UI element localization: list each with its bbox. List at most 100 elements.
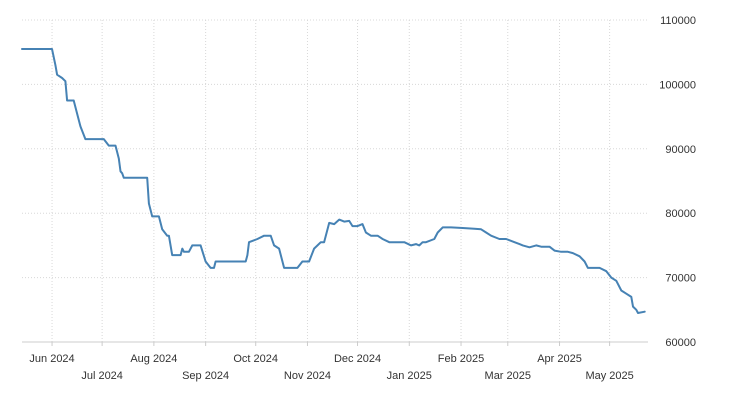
data-point xyxy=(21,48,23,50)
data-point xyxy=(351,225,354,227)
data-point xyxy=(644,311,646,313)
data-point xyxy=(620,289,622,292)
data-point xyxy=(200,244,202,246)
data-point xyxy=(146,177,148,179)
y-axis: 60000 70000 80000 90000 100000 110000 xyxy=(659,15,696,349)
data-point xyxy=(118,157,120,160)
y-tick-label: 80000 xyxy=(665,208,696,220)
data-point xyxy=(433,238,435,240)
x-tick-label: Mar 2025 xyxy=(485,370,531,382)
data-point xyxy=(403,241,405,243)
data-point xyxy=(323,241,325,243)
data-point xyxy=(188,251,190,253)
data-point xyxy=(610,277,612,279)
data-point xyxy=(473,228,475,230)
data-point xyxy=(442,226,444,228)
x-tick-label: Apr 2025 xyxy=(537,353,582,365)
data-point xyxy=(64,80,66,82)
data-point xyxy=(151,215,153,217)
series-layer xyxy=(21,48,646,314)
y-tick-label: 110000 xyxy=(660,15,696,27)
data-point xyxy=(522,244,524,246)
x-tick-label: Jul 2024 xyxy=(81,370,123,382)
data-point xyxy=(584,260,586,263)
data-point xyxy=(410,244,412,246)
data-point xyxy=(579,255,581,257)
data-point xyxy=(245,260,247,263)
data-point xyxy=(171,254,173,256)
data-point xyxy=(490,235,492,237)
data-point xyxy=(161,228,163,230)
data-point xyxy=(248,241,250,243)
y-tick-label: 100000 xyxy=(659,79,696,91)
data-point xyxy=(605,270,607,272)
data-point xyxy=(480,228,482,230)
data-point xyxy=(348,220,350,222)
data-point xyxy=(637,312,639,314)
data-point xyxy=(54,64,57,66)
data-point xyxy=(356,225,359,227)
data-point xyxy=(191,244,193,246)
data-point xyxy=(632,306,634,308)
data-point xyxy=(301,260,303,263)
data-point xyxy=(382,238,384,240)
data-point xyxy=(103,138,105,140)
data-point xyxy=(108,145,110,147)
data-point xyxy=(338,219,340,221)
data-point xyxy=(635,309,637,311)
data-point xyxy=(56,74,58,76)
data-point xyxy=(158,215,160,217)
data-point xyxy=(215,260,217,263)
data-point xyxy=(587,267,589,269)
data-point xyxy=(148,202,150,205)
data-point xyxy=(548,246,551,248)
data-point xyxy=(180,254,182,256)
data-point xyxy=(567,251,569,253)
x-tick-label: Oct 2024 xyxy=(233,353,278,365)
data-point xyxy=(370,235,372,237)
data-point xyxy=(73,99,75,102)
data-point xyxy=(51,48,53,50)
data-point xyxy=(320,241,322,243)
data-point xyxy=(625,293,627,295)
data-point xyxy=(308,260,310,263)
data-point xyxy=(213,267,215,269)
data-point xyxy=(256,238,258,240)
data-point xyxy=(422,241,424,243)
data-point xyxy=(498,238,500,240)
x-tick-label: Dec 2024 xyxy=(334,353,381,365)
data-point xyxy=(270,235,272,237)
data-point xyxy=(296,267,298,269)
series-line xyxy=(21,48,646,314)
data-point xyxy=(181,248,183,250)
data-point xyxy=(328,222,330,224)
data-point xyxy=(630,296,632,298)
x-axis: Jun 2024 Jul 2024 Aug 2024 Sep 2024 Oct 2024… xyxy=(22,341,648,382)
data-point xyxy=(425,241,427,243)
data-point xyxy=(553,250,556,252)
data-point xyxy=(462,227,464,229)
data-point xyxy=(61,77,63,79)
x-tick-label: Feb 2025 xyxy=(438,353,484,365)
data-point xyxy=(415,243,417,245)
data-point xyxy=(273,244,275,246)
data-point xyxy=(513,241,516,243)
data-point xyxy=(505,238,507,240)
data-point xyxy=(343,221,345,223)
data-point xyxy=(365,231,367,234)
data-point xyxy=(615,280,617,282)
x-tick-label: May 2025 xyxy=(585,370,633,382)
data-point xyxy=(246,254,248,256)
data-point xyxy=(377,235,379,237)
y-tick-label: 60000 xyxy=(665,337,696,349)
x-tick-label: Nov 2024 xyxy=(284,370,331,382)
data-point xyxy=(313,248,315,250)
x-tick-label: Jan 2025 xyxy=(387,370,432,382)
data-point xyxy=(183,251,185,253)
data-point xyxy=(437,231,439,234)
y-tick-label: 90000 xyxy=(665,144,696,156)
x-tick-label: Jun 2024 xyxy=(29,353,74,365)
data-point xyxy=(263,235,265,237)
data-point xyxy=(572,252,574,254)
